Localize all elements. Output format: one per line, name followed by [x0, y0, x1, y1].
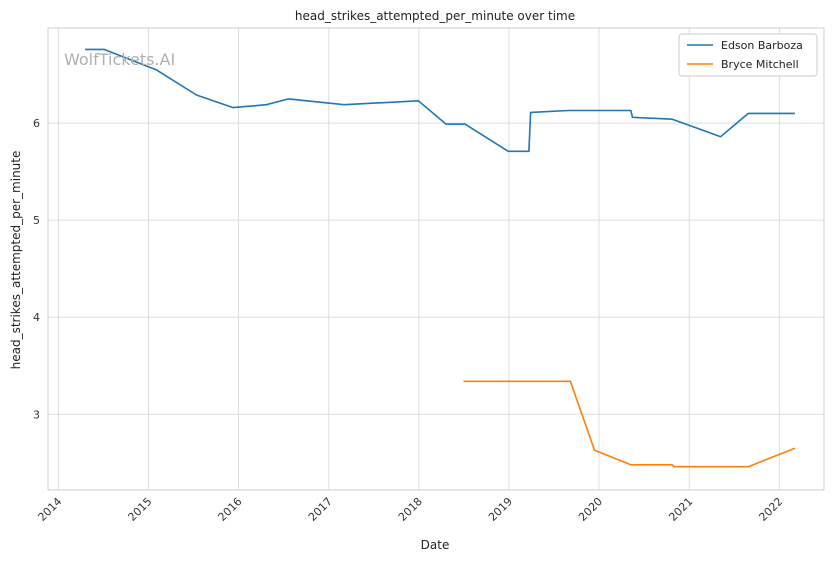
legend: Edson Barboza Bryce Mitchell — [678, 33, 818, 77]
x-tick-label: 2016 — [216, 495, 245, 524]
y-axis-title: head_strikes_attempted_per_minute — [9, 151, 23, 370]
grid — [48, 28, 824, 490]
watermark: WolfTickets.AI — [64, 50, 175, 69]
y-tick-label: 6 — [33, 117, 40, 130]
legend-label-edson-barboza: Edson Barboza — [721, 39, 803, 52]
y-tick-label: 3 — [33, 408, 40, 421]
x-tick-label: 2015 — [126, 495, 155, 524]
x-tick-label: 2022 — [756, 495, 785, 524]
x-tick-label: 2017 — [306, 495, 335, 524]
y-axis-ticks: 3 4 5 6 — [33, 117, 40, 421]
series-lines — [85, 48, 796, 468]
x-axis-title: Date — [421, 538, 450, 552]
x-tick-label: 2021 — [666, 495, 695, 524]
legend-label-bryce-mitchell: Bryce Mitchell — [721, 58, 799, 71]
legend-box — [678, 33, 818, 77]
y-tick-label: 4 — [33, 311, 40, 324]
series-line-bryce-mitchell — [463, 380, 796, 468]
plot-frame — [47, 27, 825, 491]
y-tick-label: 5 — [33, 214, 40, 227]
x-tick-label: 2018 — [396, 495, 425, 524]
series-line-edson-barboza — [85, 48, 795, 153]
x-tick-label: 2019 — [486, 495, 515, 524]
x-tick-label: 2020 — [576, 495, 605, 524]
x-axis-ticks: 2014 2015 2016 2017 2018 2019 2020 2021 2022 — [35, 495, 785, 524]
chart-title: head_strikes_attempted_per_minute over t… — [295, 9, 575, 23]
x-tick-label: 2014 — [35, 495, 64, 524]
